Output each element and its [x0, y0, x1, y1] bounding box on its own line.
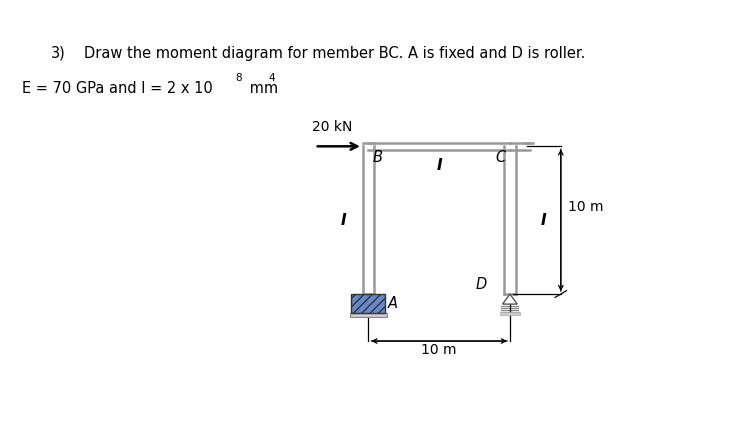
Text: D: D [476, 277, 488, 293]
Text: 20 kN: 20 kN [312, 119, 353, 133]
Text: mm: mm [245, 81, 277, 95]
Text: 10 m: 10 m [568, 200, 603, 214]
Text: I: I [340, 213, 346, 228]
Text: Draw the moment diagram for member BC. A is fixed and D is roller.: Draw the moment diagram for member BC. A… [84, 46, 585, 61]
Bar [352, 294, 385, 313]
Text: B: B [373, 150, 383, 165]
Text: 10 m: 10 m [421, 343, 457, 357]
Text: I: I [541, 213, 547, 228]
Text: E = 70 GPa and I = 2 x 10: E = 70 GPa and I = 2 x 10 [22, 81, 212, 95]
Text: 4: 4 [269, 73, 275, 83]
Text: A: A [388, 296, 399, 311]
Text: 8: 8 [235, 73, 242, 83]
Bar [350, 313, 387, 317]
Text: I: I [437, 158, 442, 173]
Text: C: C [495, 150, 505, 165]
Text: 3): 3) [51, 46, 66, 61]
Bar [500, 312, 520, 315]
